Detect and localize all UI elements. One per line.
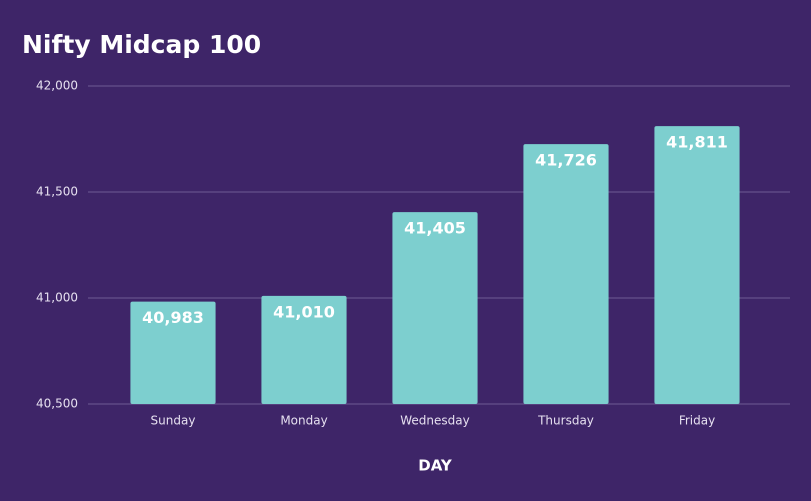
y-tick-label: 42,000 [36,79,78,93]
x-tick-label: Monday [280,414,327,428]
x-axis-label: DAY [418,457,453,475]
y-tick-label: 41,000 [36,291,78,305]
data-label: 40,983 [142,308,204,327]
bar [392,212,478,404]
data-label: 41,811 [666,133,728,152]
bar [654,126,740,405]
data-label: 41,405 [404,219,466,238]
chart-title: Nifty Midcap 100 [22,30,261,59]
x-tick-label: Wednesday [400,414,469,428]
bar [261,295,347,404]
x-tick-label: Friday [679,414,715,428]
y-tick-label: 40,500 [36,397,78,411]
data-label: 41,726 [535,151,597,170]
y-tick-label: 41,500 [36,185,78,199]
bar [130,301,216,404]
bar [523,144,609,404]
data-label: 41,010 [273,302,335,321]
x-tick-label: Sunday [151,414,196,428]
x-tick-label: Thursday [537,414,594,428]
